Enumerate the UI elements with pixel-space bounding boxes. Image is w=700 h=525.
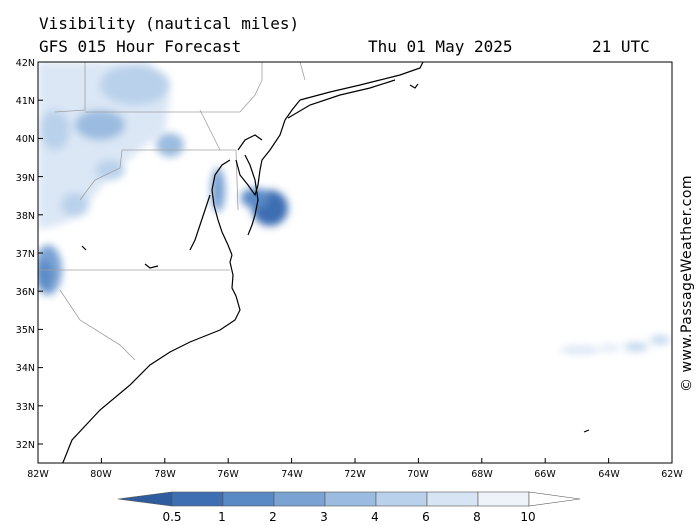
coastline bbox=[62, 62, 590, 463]
color-scale-legend: 0.5 1 2 3 4 6 8 10 bbox=[117, 491, 581, 524]
lon-label: 72W bbox=[344, 469, 366, 480]
legend-min-arrow bbox=[117, 491, 173, 507]
legend-label: 10 bbox=[520, 510, 535, 524]
state-borders bbox=[38, 62, 306, 361]
lat-label: 39N bbox=[16, 173, 35, 184]
legend-swatch bbox=[375, 491, 428, 507]
legend-swatch bbox=[426, 491, 479, 507]
lat-label: 35N bbox=[16, 325, 35, 336]
lat-label: 40N bbox=[16, 134, 35, 145]
legend-label: 8 bbox=[473, 510, 481, 524]
legend-swatch bbox=[222, 491, 275, 507]
credit-text: © www.PassageWeather.com bbox=[679, 175, 695, 392]
legend-swatch bbox=[273, 491, 326, 507]
latitude-axis: 42N 41N 40N 39N 38N 37N 36N 35N 34N 33N … bbox=[16, 58, 35, 451]
lon-label: 78W bbox=[154, 469, 176, 480]
legend-label: 0.5 bbox=[162, 510, 181, 524]
credit-watermark: © www.PassageWeather.com bbox=[679, 175, 695, 392]
map-title: Visibility (nautical miles) bbox=[39, 14, 300, 33]
lon-label: 62W bbox=[661, 469, 683, 480]
lon-label: 82W bbox=[27, 469, 49, 480]
lat-label: 34N bbox=[16, 363, 35, 374]
legend-label: 6 bbox=[422, 510, 430, 524]
legend-max-arrow bbox=[528, 491, 581, 507]
latitude-ticks bbox=[38, 62, 43, 445]
visibility-shading bbox=[38, 62, 670, 354]
longitude-ticks bbox=[38, 458, 672, 463]
lat-label: 41N bbox=[16, 96, 35, 107]
lon-label: 76W bbox=[217, 469, 239, 480]
legend-label: 2 bbox=[269, 510, 277, 524]
legend-label: 4 bbox=[371, 510, 379, 524]
legend-swatch bbox=[324, 491, 377, 507]
forecast-time: 21 UTC bbox=[592, 37, 650, 56]
legend-swatches bbox=[117, 491, 581, 507]
lat-label: 37N bbox=[16, 249, 35, 260]
legend-label: 3 bbox=[320, 510, 328, 524]
legend-labels: 0.5 1 2 3 4 6 8 10 bbox=[162, 510, 535, 524]
lon-label: 80W bbox=[90, 469, 112, 480]
lon-label: 70W bbox=[407, 469, 429, 480]
lon-label: 68W bbox=[471, 469, 493, 480]
lat-label: 33N bbox=[16, 402, 35, 413]
longitude-axis: 82W 80W 78W 76W 74W 72W 70W 68W 66W 64W … bbox=[27, 469, 683, 480]
lat-label: 36N bbox=[16, 287, 35, 298]
lat-label: 32N bbox=[16, 440, 35, 451]
legend-swatch bbox=[477, 491, 530, 507]
legend-label: 1 bbox=[218, 510, 226, 524]
forecast-subtitle: GFS 015 Hour Forecast bbox=[39, 37, 242, 56]
legend-swatch bbox=[171, 491, 224, 507]
forecast-date: Thu 01 May 2025 bbox=[368, 37, 513, 56]
lon-label: 66W bbox=[534, 469, 556, 480]
lon-label: 74W bbox=[281, 469, 303, 480]
lat-label: 42N bbox=[16, 58, 35, 69]
map-frame bbox=[37, 61, 673, 464]
lon-label: 64W bbox=[598, 469, 620, 480]
lat-label: 38N bbox=[16, 211, 35, 222]
